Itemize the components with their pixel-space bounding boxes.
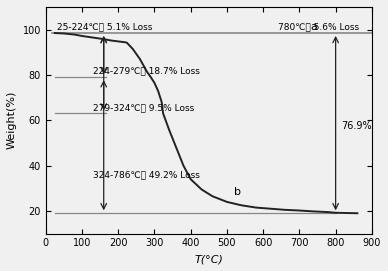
Text: 279-324℃， 9.5% Loss: 279-324℃， 9.5% Loss bbox=[93, 103, 194, 112]
Text: 25-224℃， 5.1% Loss: 25-224℃， 5.1% Loss bbox=[57, 22, 153, 32]
Text: a: a bbox=[310, 22, 317, 32]
Text: 324-786℃， 49.2% Loss: 324-786℃， 49.2% Loss bbox=[93, 170, 200, 179]
Text: 76.9%: 76.9% bbox=[341, 121, 372, 131]
Text: b: b bbox=[234, 187, 241, 197]
Y-axis label: Weight(%): Weight(%) bbox=[7, 91, 17, 150]
Text: 224-279℃， 18.7% Loss: 224-279℃， 18.7% Loss bbox=[93, 67, 200, 76]
Text: 780℃， 5.6% Loss: 780℃， 5.6% Loss bbox=[278, 22, 359, 32]
X-axis label: T(°C): T(°C) bbox=[194, 254, 223, 264]
